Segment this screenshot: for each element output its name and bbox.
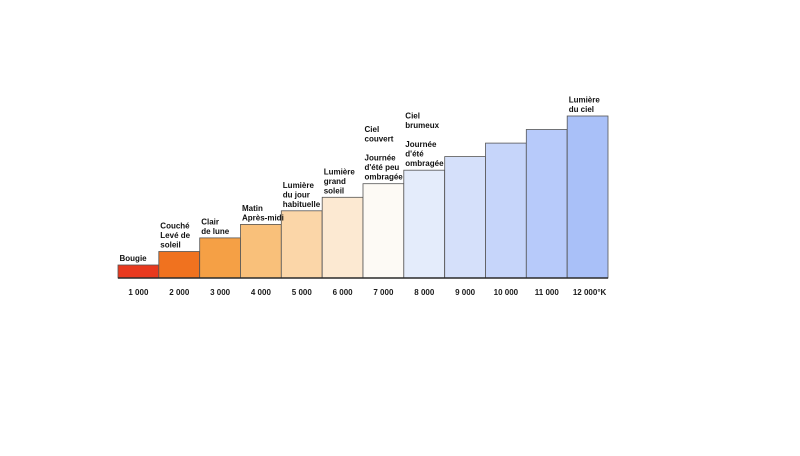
bar-annotation-5000: Lumière du jour habituelle xyxy=(283,181,321,209)
bar-10000 xyxy=(485,142,527,279)
bar-annotation-3000: Clair de lune xyxy=(201,217,230,236)
bar-8000 xyxy=(403,169,445,279)
tick-label-6000: 6 000 xyxy=(333,288,354,297)
tick-label-12000: 12 000°K xyxy=(573,288,607,297)
bar-1000 xyxy=(117,264,160,279)
tick-label-2000: 2 000 xyxy=(169,288,190,297)
bars-group xyxy=(117,115,609,279)
tick-label-1000: 1 000 xyxy=(128,288,149,297)
tick-label-11000: 11 000 xyxy=(535,288,560,297)
bar-annotation-1000: Bougie xyxy=(120,254,148,263)
bar-annotation-12000: Lumière du ciel xyxy=(569,96,601,115)
bar-annotation-4000: Matin Après-midi xyxy=(242,204,284,223)
bar-4000 xyxy=(240,223,282,279)
tick-label-4000: 4 000 xyxy=(251,288,272,297)
bar-annotations-group: Bougie Couché Levé de soleil Clair de lune Mat… xyxy=(120,96,601,264)
bar-annotation-8000: Ciel brumeux Journée d'été ombragée xyxy=(405,112,444,169)
bar-7000 xyxy=(362,183,405,279)
bar-5000 xyxy=(280,210,323,279)
bar-6000 xyxy=(321,196,364,279)
tick-label-10000: 10 000 xyxy=(494,288,519,297)
bar-annotation-2000: Couché Levé de soleil xyxy=(160,222,190,250)
bar-3000 xyxy=(199,237,241,279)
tick-label-5000: 5 000 xyxy=(292,288,313,297)
tick-label-3000: 3 000 xyxy=(210,288,231,297)
bar-9000 xyxy=(444,156,486,279)
tick-label-7000: 7 000 xyxy=(373,288,394,297)
bar-2000 xyxy=(158,251,201,279)
bar-11000 xyxy=(525,129,568,279)
tick-labels-group: 1 000 2 000 3 000 4 000 5 000 6 000 7 000 8 000… xyxy=(128,288,606,297)
bar-annotation-6000: Lumière grand soleil xyxy=(324,167,356,195)
bar-12000 xyxy=(566,115,609,279)
tick-label-9000: 9 000 xyxy=(455,288,476,297)
bar-annotation-7000: Ciel couvert Journée d'été peu ombragée xyxy=(365,125,404,182)
tick-label-8000: 8 000 xyxy=(414,288,435,297)
